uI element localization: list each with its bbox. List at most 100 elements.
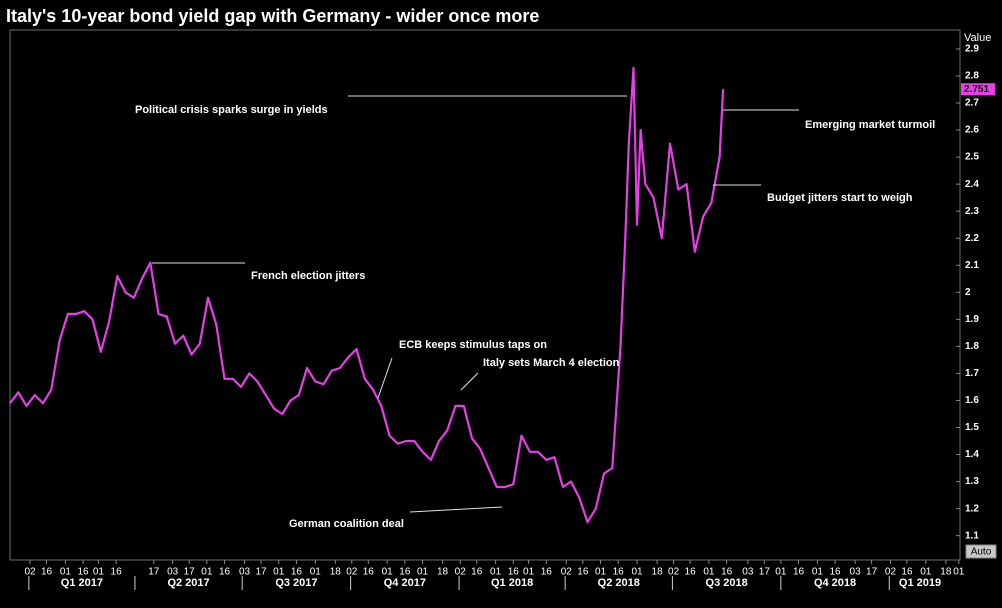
- x-tick-label: 17: [148, 567, 160, 578]
- y-tick-label: 1.4: [965, 449, 979, 460]
- quarter-label: Q3 2017: [275, 577, 317, 589]
- annotation: ECB keeps stimulus taps on: [399, 339, 547, 351]
- x-tick-label: 16: [685, 567, 697, 578]
- x-tick-label: 03: [742, 567, 754, 578]
- x-tick-label: 01: [417, 567, 429, 578]
- x-tick-label: 02: [24, 567, 36, 578]
- x-tick-label: 01: [273, 567, 285, 578]
- y-axis-label: Value: [964, 32, 991, 44]
- x-tick-label: 01: [812, 567, 824, 578]
- x-tick-label: 01: [490, 567, 502, 578]
- quarter-label: Q4 2017: [384, 577, 426, 589]
- x-tick-label: 01: [523, 567, 535, 578]
- x-tick-label: 16: [793, 567, 805, 578]
- x-tick-label: 16: [399, 567, 411, 578]
- x-tick-label: 16: [471, 567, 483, 578]
- annotation: Budget jitters start to weigh: [767, 192, 913, 204]
- quarter-label: Q2 2018: [598, 577, 640, 589]
- quarter-label: Q1 2017: [61, 577, 103, 589]
- quarter-label: Q2 2017: [167, 577, 209, 589]
- y-tick-label: 2.6: [965, 125, 979, 136]
- annotation-leader: [377, 357, 393, 399]
- quarter-label: Q1 2019: [899, 577, 941, 589]
- x-tick-label: 16: [613, 567, 625, 578]
- x-tick-label: 16: [363, 567, 375, 578]
- annotation-leader: [409, 506, 503, 513]
- y-tick-label: 1.3: [965, 476, 979, 487]
- x-tick-label: 17: [255, 567, 267, 578]
- y-tick-label: 1.7: [965, 368, 979, 379]
- x-tick-label: 02: [346, 567, 358, 578]
- y-tick-label: 1.6: [965, 395, 979, 406]
- x-tick-label: 01: [775, 567, 787, 578]
- x-tick-label: 01: [631, 567, 643, 578]
- x-tick-label: 16: [111, 567, 123, 578]
- y-tick-label: 1.5: [965, 422, 979, 433]
- x-tick-label: 01: [60, 567, 72, 578]
- annotation-leader: [460, 372, 479, 391]
- x-tick-label: 02: [455, 567, 467, 578]
- x-tick-label: 16: [291, 567, 303, 578]
- x-tick-label: 18: [330, 567, 342, 578]
- x-tick-label: 18: [652, 567, 664, 578]
- y-tick-label: 1.9: [965, 314, 979, 325]
- x-tick-label: 16: [577, 567, 589, 578]
- y-tick-label: 2.1: [965, 260, 979, 271]
- last-value-box: [961, 83, 995, 96]
- x-tick-label: 01: [953, 567, 965, 578]
- y-tick-label: 2.5: [965, 152, 979, 163]
- annotation: Emerging market turmoil: [805, 119, 935, 131]
- x-tick-label: 03: [850, 567, 862, 578]
- quarter-label: Q4 2018: [814, 577, 856, 589]
- x-tick-label: 01: [595, 567, 607, 578]
- y-tick-label: 2: [965, 287, 971, 298]
- annotation: Political crisis sparks surge in yields: [135, 104, 328, 116]
- x-tick-label: 16: [41, 567, 53, 578]
- last-value-label: 2.751: [964, 84, 989, 95]
- y-tick-label: 1.1: [965, 530, 979, 541]
- x-tick-label: 01: [201, 567, 213, 578]
- x-tick-label: 16: [541, 567, 553, 578]
- x-tick-label: 02: [885, 567, 897, 578]
- x-tick-label: 18: [940, 567, 952, 578]
- x-tick-label: 17: [759, 567, 771, 578]
- y-tick-label: 2.9: [965, 44, 979, 55]
- y-tick-label: 1.2: [965, 503, 979, 514]
- x-tick-label: 02: [668, 567, 680, 578]
- x-tick-label: 01: [703, 567, 715, 578]
- y-tick-label: 2.7: [965, 98, 979, 109]
- annotation: Italy sets March 4 election: [483, 357, 620, 369]
- x-tick-label: 03: [167, 567, 179, 578]
- quarter-label: Q1 2018: [491, 577, 533, 589]
- x-tick-label: 17: [866, 567, 878, 578]
- x-tick-label: 16: [508, 567, 520, 578]
- x-tick-label: 16: [901, 567, 913, 578]
- x-tick-label: 01: [310, 567, 322, 578]
- y-tick-label: 1.8: [965, 341, 979, 352]
- y-tick-label: 2.8: [965, 71, 979, 82]
- auto-button-label[interactable]: Auto: [971, 547, 992, 558]
- x-tick-label: 16: [78, 567, 90, 578]
- y-tick-label: 2.3: [965, 206, 979, 217]
- x-tick-label: 17: [184, 567, 196, 578]
- quarter-label: Q3 2018: [706, 577, 748, 589]
- x-tick-label: 18: [437, 567, 449, 578]
- auto-button[interactable]: Auto: [965, 544, 997, 559]
- data-line: [9, 66, 725, 524]
- annotation: German coalition deal: [289, 518, 404, 530]
- x-tick-label: 01: [920, 567, 932, 578]
- y-tick-label: 2.2: [965, 233, 979, 244]
- x-tick-label: 16: [721, 567, 733, 578]
- x-tick-label: 16: [219, 567, 231, 578]
- auto-button-box[interactable]: [965, 544, 997, 559]
- x-tick-label: 03: [239, 567, 251, 578]
- x-tick-label: 01: [93, 567, 105, 578]
- x-tick-label: 16: [829, 567, 841, 578]
- x-tick-label: 01: [382, 567, 394, 578]
- annotation: French election jitters: [251, 270, 365, 282]
- x-tick-label: 02: [561, 567, 573, 578]
- chart-title: Italy's 10-year bond yield gap with Germ…: [6, 6, 539, 26]
